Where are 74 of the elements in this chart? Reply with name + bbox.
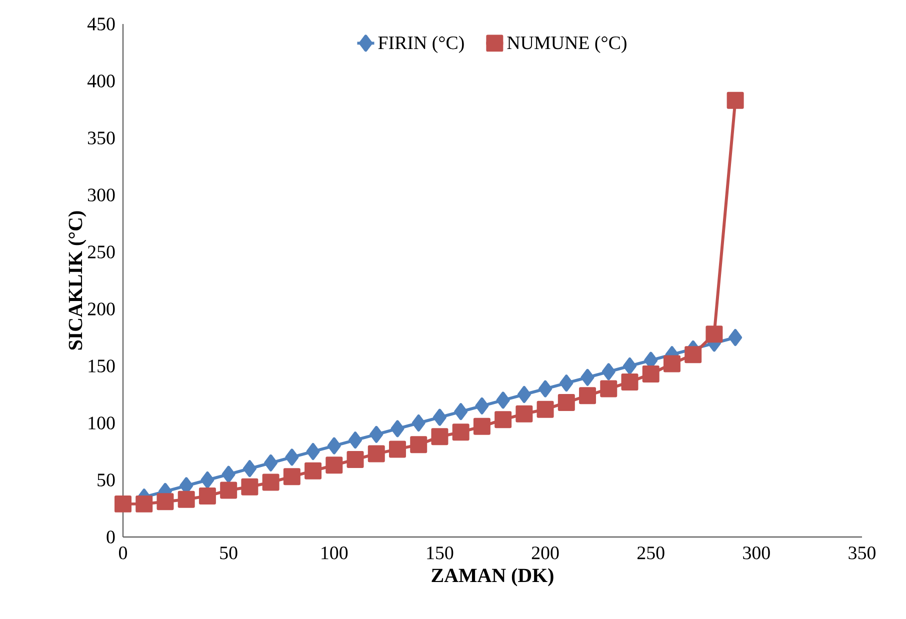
- point: [728, 329, 742, 346]
- point: [346, 450, 364, 468]
- point: [114, 495, 132, 512]
- point: [473, 418, 490, 435]
- point: [663, 355, 680, 372]
- point: [494, 411, 512, 428]
- point: [198, 487, 216, 504]
- x-tick-label: 350: [848, 546, 876, 560]
- point: [536, 400, 554, 418]
- point: [241, 478, 258, 496]
- point: [390, 420, 404, 438]
- x-tick-label: 200: [532, 546, 559, 560]
- y-tick-label: 400: [87, 74, 115, 88]
- x-tick-label: 0: [118, 546, 128, 560]
- x-axis-title: ZAMAN (DK): [432, 568, 554, 586]
- y-tick-label: 150: [88, 360, 115, 372]
- point: [285, 448, 299, 466]
- point: [684, 346, 702, 364]
- point: [431, 428, 448, 446]
- point: [136, 495, 153, 512]
- point: [410, 436, 428, 454]
- point: [623, 358, 636, 374]
- point: [454, 403, 468, 420]
- x-tick-label: 300: [743, 546, 770, 560]
- point: [642, 365, 660, 382]
- point: [579, 387, 596, 404]
- y-tick-label: 0: [106, 530, 115, 544]
- y-tick-label: 350: [88, 132, 115, 144]
- x-tick-label: 250: [637, 546, 664, 560]
- y-tick-label: 450: [87, 18, 115, 30]
- point: [388, 440, 406, 458]
- point: [560, 374, 574, 392]
- point: [475, 397, 489, 414]
- point: [222, 466, 236, 483]
- point: [496, 392, 510, 409]
- point: [242, 460, 256, 478]
- point: [326, 456, 343, 474]
- point: [452, 424, 470, 441]
- point: [600, 380, 618, 398]
- point: [264, 454, 278, 472]
- point: [348, 432, 362, 449]
- point: [327, 437, 341, 454]
- point: [621, 373, 638, 390]
- point: [283, 468, 300, 486]
- y-tick-label: 300: [88, 188, 115, 202]
- x-tick-label: 150: [427, 546, 454, 560]
- point: [368, 445, 385, 462]
- point: [726, 92, 744, 109]
- y-tick-label: 200: [88, 302, 115, 316]
- y-tick-label: 250: [88, 246, 115, 258]
- point: [220, 482, 238, 499]
- point: [580, 368, 594, 386]
- y-tick-label: 100: [88, 416, 115, 430]
- point: [432, 408, 446, 426]
- point: [304, 462, 322, 480]
- point: [412, 414, 426, 432]
- point: [517, 386, 531, 403]
- point: [306, 443, 320, 460]
- point: [558, 394, 575, 411]
- point: [602, 363, 616, 380]
- point: [262, 474, 280, 491]
- legend-label: FIRIN (°C): [378, 36, 464, 54]
- y-axis-title: SICAKLIK (°C): [68, 211, 86, 350]
- point: [538, 380, 552, 398]
- point: [370, 426, 384, 443]
- point: [706, 326, 723, 343]
- legend-label: NUMUNE (°C): [507, 36, 626, 54]
- point: [516, 405, 533, 422]
- x-tick-label: 50: [220, 546, 238, 560]
- point: [200, 472, 214, 488]
- point: [156, 493, 174, 510]
- point: [178, 490, 195, 508]
- y-tick-label: 50: [98, 474, 115, 486]
- x-tick-label: 100: [322, 546, 348, 560]
